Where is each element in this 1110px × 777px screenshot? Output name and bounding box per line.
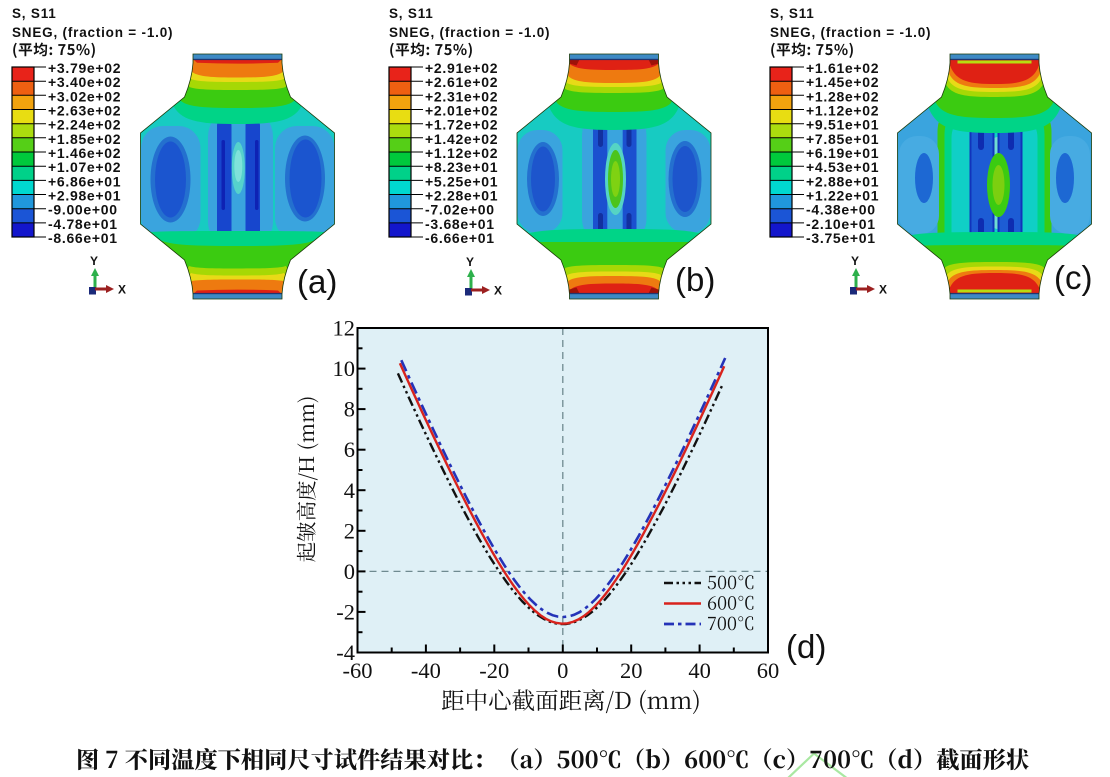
svg-text:Y: Y: [466, 255, 474, 269]
svg-text:+2.01e+02: +2.01e+02: [425, 103, 498, 119]
svg-text:+3.40e+02: +3.40e+02: [48, 74, 121, 90]
svg-text:-9.00e+00: -9.00e+00: [48, 202, 118, 218]
svg-text:+3.79e+02: +3.79e+02: [48, 60, 121, 76]
svg-text:S, S11: S, S11: [389, 6, 434, 21]
svg-text:-4.38e+00: -4.38e+00: [806, 202, 876, 218]
svg-text:8: 8: [344, 397, 355, 422]
svg-text:+1.72e+02: +1.72e+02: [425, 117, 498, 133]
svg-text:10: 10: [333, 356, 356, 381]
svg-text:+2.91e+02: +2.91e+02: [425, 60, 498, 76]
svg-text:0: 0: [344, 559, 355, 584]
svg-text:+9.51e+01: +9.51e+01: [806, 117, 879, 133]
svg-text:-2.10e+01: -2.10e+01: [806, 216, 876, 232]
svg-text:+2.61e+02: +2.61e+02: [425, 74, 498, 90]
svg-text:+3.02e+02: +3.02e+02: [48, 88, 121, 104]
svg-text:S, S11: S, S11: [12, 6, 57, 21]
svg-text:6: 6: [344, 437, 355, 462]
svg-text:-8.66e+01: -8.66e+01: [48, 230, 118, 246]
svg-text:X: X: [118, 283, 126, 297]
svg-text:-7.02e+00: -7.02e+00: [425, 202, 495, 218]
svg-text:+6.19e+01: +6.19e+01: [806, 145, 879, 161]
svg-text:+2.31e+02: +2.31e+02: [425, 88, 498, 104]
svg-text:+1.45e+02: +1.45e+02: [806, 74, 879, 90]
svg-text:40: 40: [688, 658, 711, 683]
svg-text:4: 4: [344, 478, 355, 503]
svg-text:(a): (a): [297, 263, 337, 300]
svg-text:+1.12e+02: +1.12e+02: [806, 103, 879, 119]
svg-text:-40: -40: [411, 658, 441, 683]
svg-text:+2.88e+01: +2.88e+01: [806, 173, 879, 189]
svg-text:-3.75e+01: -3.75e+01: [806, 230, 876, 246]
svg-text:2: 2: [344, 518, 355, 543]
svg-text:+2.63e+02: +2.63e+02: [48, 103, 121, 119]
svg-text:-4: -4: [336, 640, 355, 665]
svg-text:+2.28e+01: +2.28e+01: [425, 188, 498, 204]
svg-text:12: 12: [333, 316, 356, 341]
svg-text:Y: Y: [851, 254, 859, 268]
svg-text:+2.98e+01: +2.98e+01: [48, 188, 121, 204]
svg-text:SNEG, (fraction = -1.0): SNEG, (fraction = -1.0): [12, 25, 173, 40]
svg-text:20: 20: [620, 658, 643, 683]
svg-text:-6.66e+01: -6.66e+01: [425, 230, 495, 246]
svg-text:X: X: [879, 283, 887, 297]
svg-text:X: X: [494, 284, 502, 298]
svg-text:+1.07e+02: +1.07e+02: [48, 159, 121, 175]
svg-text:(d): (d): [786, 628, 826, 665]
svg-text:+1.42e+02: +1.42e+02: [425, 131, 498, 147]
svg-text:SNEG, (fraction = -1.0): SNEG, (fraction = -1.0): [389, 25, 550, 40]
svg-text:+1.85e+02: +1.85e+02: [48, 131, 121, 147]
svg-text:0: 0: [557, 658, 568, 683]
svg-text:+8.23e+01: +8.23e+01: [425, 159, 498, 175]
svg-text:+1.28e+02: +1.28e+02: [806, 88, 879, 104]
svg-text:-4.78e+01: -4.78e+01: [48, 216, 118, 232]
svg-text:-60: -60: [343, 658, 373, 683]
svg-text:-2: -2: [336, 599, 355, 624]
svg-text:+6.86e+01: +6.86e+01: [48, 173, 121, 189]
svg-text:S, S11: S, S11: [770, 6, 815, 21]
svg-text:-20: -20: [479, 658, 509, 683]
svg-text:+1.22e+01: +1.22e+01: [806, 188, 879, 204]
svg-text:(b): (b): [675, 261, 715, 298]
svg-text:-3.68e+01: -3.68e+01: [425, 216, 495, 232]
svg-text:+2.24e+02: +2.24e+02: [48, 117, 121, 133]
svg-text:60: 60: [757, 658, 780, 683]
svg-text:SNEG, (fraction = -1.0): SNEG, (fraction = -1.0): [770, 25, 931, 40]
svg-text:+1.12e+02: +1.12e+02: [425, 145, 498, 161]
svg-text:+4.53e+01: +4.53e+01: [806, 159, 879, 175]
svg-text:Y: Y: [90, 254, 98, 268]
svg-text:+1.46e+02: +1.46e+02: [48, 145, 121, 161]
svg-text:+1.61e+02: +1.61e+02: [806, 60, 879, 76]
svg-text:(c): (c): [1054, 259, 1092, 296]
svg-text:+5.25e+01: +5.25e+01: [425, 173, 498, 189]
svg-text:+7.85e+01: +7.85e+01: [806, 131, 879, 147]
